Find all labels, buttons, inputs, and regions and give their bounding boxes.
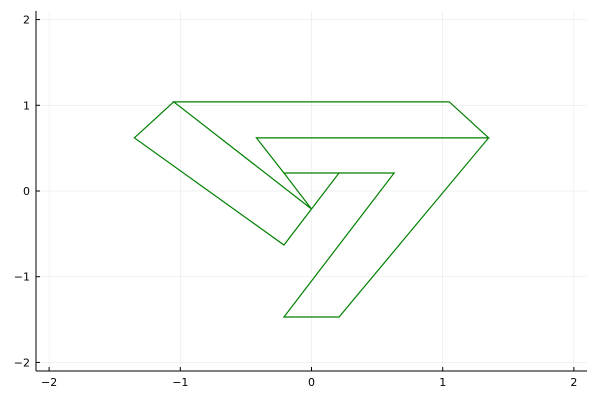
x-tick-label: 1	[439, 376, 446, 389]
y-tick-label: −1	[14, 271, 30, 284]
x-tick-label: 0	[308, 376, 315, 389]
y-gridlines	[36, 19, 587, 363]
y-tick-label: 0	[23, 185, 30, 198]
y-tick-label: 2	[23, 14, 30, 27]
y-tick-label: −2	[14, 356, 30, 369]
y-ticks: −2 −1 0 1 2	[14, 14, 40, 369]
y-tick-label: 1	[23, 99, 30, 112]
x-tick-label: −2	[41, 376, 57, 389]
x-ticks: −2 −1 0 1 2	[41, 367, 577, 389]
x-tick-label: −1	[172, 376, 188, 389]
x-gridlines	[48, 11, 575, 371]
x-tick-label: 2	[570, 376, 577, 389]
series-layer	[133, 101, 491, 318]
series-line	[133, 101, 491, 318]
